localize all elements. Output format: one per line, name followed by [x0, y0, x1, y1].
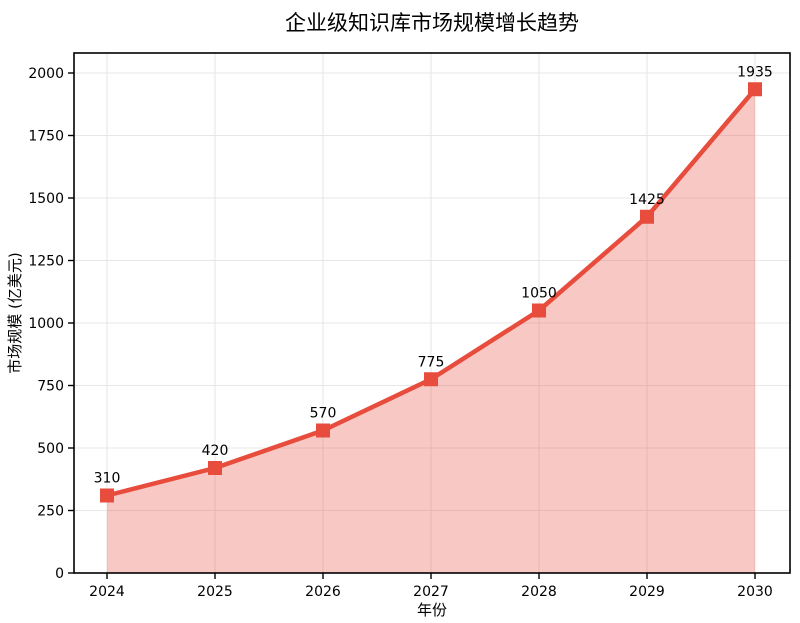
- x-tick-label: 2028: [521, 584, 557, 600]
- data-point-label: 775: [418, 354, 445, 370]
- x-tick-label: 2026: [305, 584, 341, 600]
- y-axis-label: 市场规模 (亿美元): [6, 252, 24, 373]
- y-tick-label: 750: [37, 379, 64, 395]
- y-tick-label: 2000: [28, 66, 64, 82]
- y-tick-label: 0: [55, 566, 64, 582]
- data-point-marker: [424, 372, 438, 387]
- x-tick-label: 2029: [629, 584, 665, 600]
- x-tick-label: 2024: [89, 584, 125, 600]
- chart-title: 企业级知识库市场规模增长趋势: [285, 11, 579, 35]
- y-tick-label: 1750: [28, 129, 64, 145]
- y-tick-label: 500: [37, 441, 64, 457]
- y-tick-label: 250: [37, 504, 64, 520]
- data-point-marker: [100, 488, 114, 503]
- y-tick-label: 1000: [28, 316, 64, 332]
- data-point-label: 1425: [629, 192, 665, 208]
- data-point-marker: [316, 423, 330, 438]
- area-fill: [107, 89, 755, 573]
- y-tick-label: 1500: [28, 191, 64, 207]
- data-point-marker: [640, 209, 654, 224]
- data-point-marker: [208, 461, 222, 475]
- x-tick-label: 2027: [413, 584, 449, 600]
- x-tick-label: 2025: [197, 584, 233, 600]
- x-tick-label: 2030: [737, 584, 773, 600]
- plot-frame: [73, 52, 791, 574]
- y-tick-label: 1250: [28, 254, 64, 270]
- data-point-label: 1935: [737, 64, 773, 80]
- data-point-label: 420: [202, 443, 229, 459]
- data-point-label: 1050: [521, 286, 557, 302]
- data-point-label: 570: [310, 406, 337, 422]
- data-point-label: 310: [94, 471, 121, 487]
- x-axis-label: 年份: [417, 601, 447, 619]
- data-point-marker: [748, 82, 762, 97]
- data-point-marker: [532, 303, 546, 318]
